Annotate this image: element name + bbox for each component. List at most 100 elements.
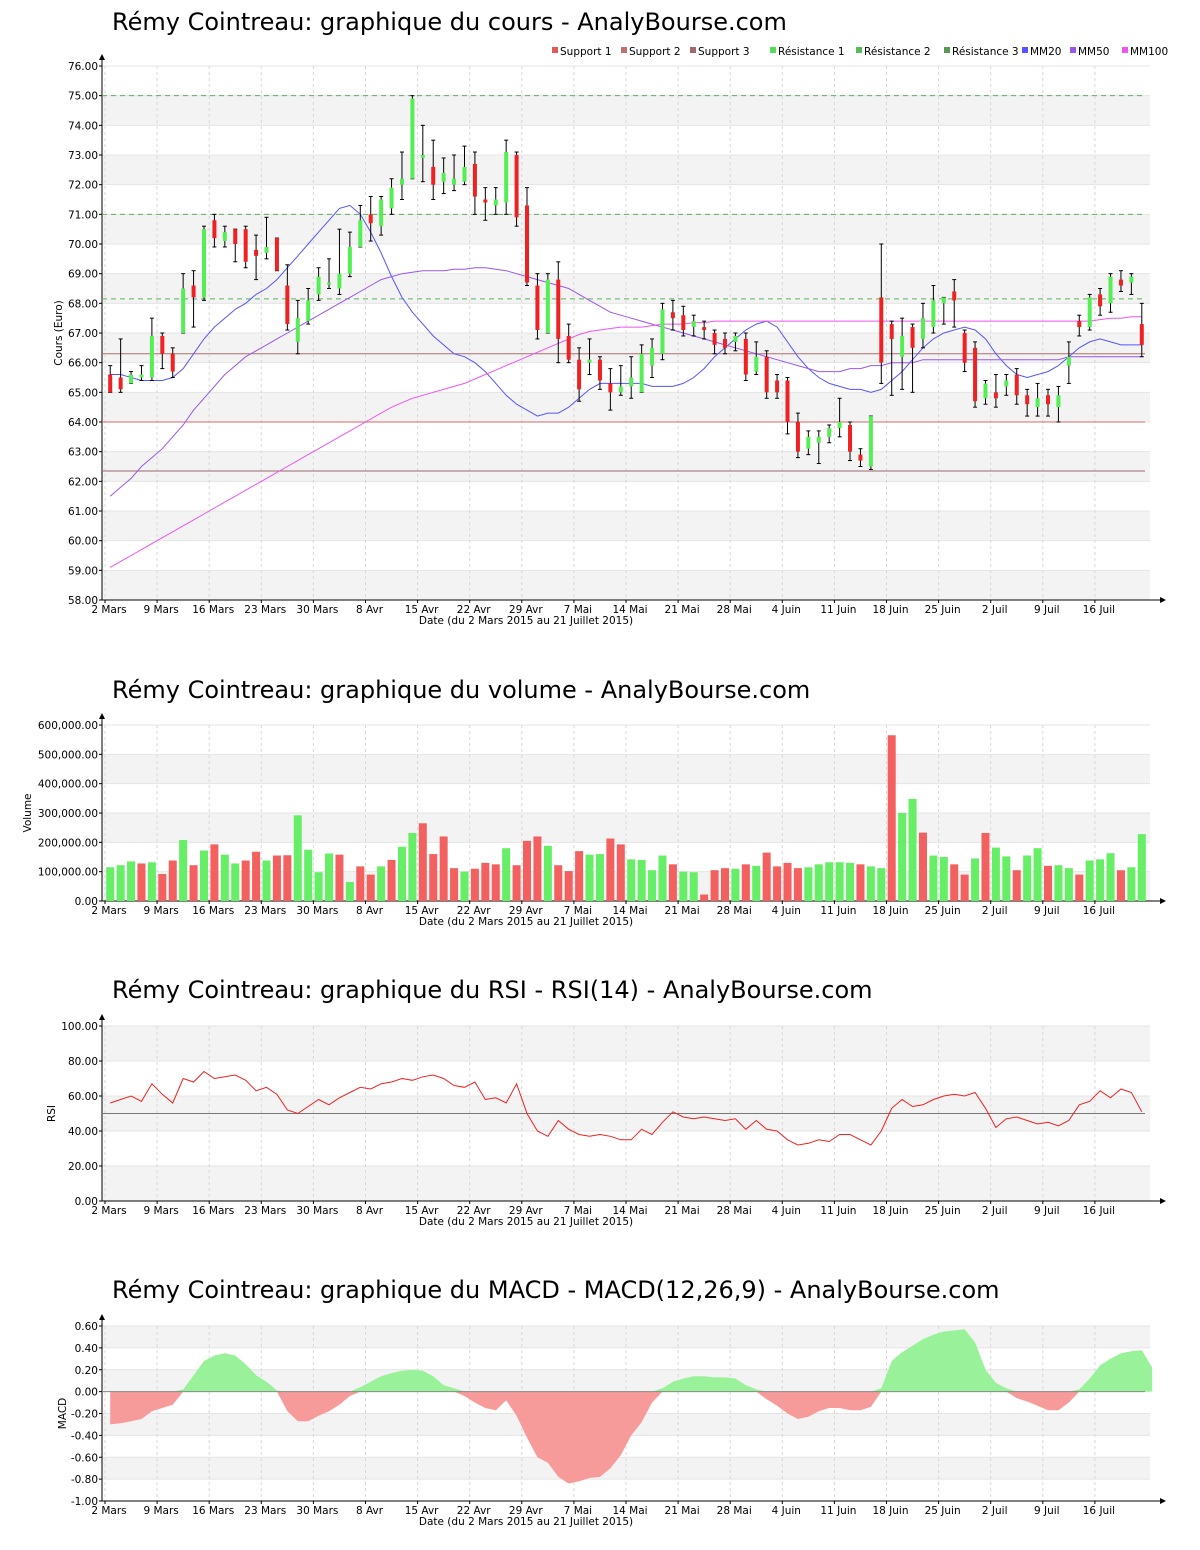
candle-body: [285, 285, 290, 325]
volume-bar: [231, 863, 240, 901]
candle: [316, 267, 321, 301]
candle: [691, 314, 696, 337]
y-axis-arrow: [99, 54, 105, 60]
volume-bar: [470, 868, 479, 901]
x-tick-label: 7 Mai: [564, 1505, 592, 1517]
volume-bar: [241, 860, 250, 901]
candle-body: [931, 300, 936, 328]
candle-body: [556, 279, 561, 339]
x-tick-label: 18 Juin: [872, 905, 908, 917]
y-tick-label: -0.60: [71, 1452, 98, 1464]
x-axis-arrow: [1160, 597, 1166, 603]
legend-swatch: [944, 47, 950, 53]
candle: [212, 213, 217, 248]
volume-bar: [648, 870, 657, 901]
y-tick-label: 74.00: [68, 120, 98, 132]
volume-bar: [158, 874, 167, 901]
candle-body: [691, 321, 696, 328]
candle: [931, 285, 936, 334]
x-tick-label: 22 Avr: [457, 1505, 491, 1517]
x-tick-label: 11 Juin: [820, 1205, 856, 1217]
x-tick-label: 14 Mai: [612, 1205, 647, 1217]
candle-body: [1025, 395, 1030, 405]
x-tick-label: 29 Avr: [509, 1205, 543, 1217]
x-tick-label: 9 Juil: [1034, 1505, 1060, 1517]
candle: [795, 412, 800, 459]
y-tick-label: 73.00: [68, 150, 98, 162]
candle-body: [347, 246, 352, 274]
candle-body: [1046, 395, 1051, 405]
candle-body: [170, 353, 175, 372]
candle: [1118, 270, 1123, 292]
volume-bar: [116, 865, 125, 901]
candle: [1087, 293, 1092, 331]
candle: [181, 273, 186, 334]
candle-body: [1129, 276, 1134, 283]
x-tick-label: 28 Mai: [717, 1505, 752, 1517]
candle: [254, 234, 259, 281]
legend-label: MM50: [1078, 46, 1109, 58]
candle-body: [108, 374, 113, 393]
x-axis-label: Date (du 2 Mars 2015 au 21 Juillet 2015): [419, 916, 633, 928]
macd-positive-area: [110, 1329, 1153, 1392]
candle: [660, 302, 665, 361]
candle: [389, 178, 394, 215]
candle-body: [962, 333, 967, 363]
y-axis-arrow: [99, 1014, 105, 1020]
y-axis-label: Cours (Euro): [53, 300, 65, 366]
candle: [514, 151, 519, 227]
x-tick-label: 11 Juin: [820, 905, 856, 917]
candle: [900, 317, 905, 390]
candle-body: [879, 297, 884, 363]
candle-body: [243, 229, 248, 262]
volume-bar: [377, 866, 386, 901]
candle-body: [274, 238, 279, 271]
candle: [264, 216, 269, 260]
candle-body: [743, 338, 748, 375]
candle-body: [1077, 321, 1082, 328]
legend-swatch: [1070, 47, 1076, 53]
x-tick-label: 16 Mars: [192, 604, 234, 616]
candle-body: [597, 359, 602, 381]
candle-body: [181, 288, 186, 333]
candle: [504, 139, 509, 215]
x-tick-label: 28 Mai: [717, 905, 752, 917]
volume-bar: [335, 854, 344, 901]
candle-body: [1004, 380, 1009, 387]
candle-body: [337, 273, 342, 289]
volume-bar: [960, 874, 969, 901]
volume-bar: [762, 852, 771, 901]
volume-bar: [1137, 834, 1146, 901]
candle-body: [233, 229, 238, 244]
candle-body: [660, 309, 665, 354]
volume-chart-title: Rémy Cointreau: graphique du volume - An…: [112, 676, 811, 704]
legend-label: MM20: [1030, 46, 1061, 58]
candle: [441, 157, 446, 195]
volume-bar: [429, 854, 438, 901]
candle: [368, 196, 373, 242]
rsi-chart-title: Rémy Cointreau: graphique du RSI - RSI(1…: [112, 976, 873, 1004]
volume-bar: [700, 894, 709, 901]
candle-body: [577, 359, 582, 390]
candle-body: [493, 199, 498, 206]
legend-label: Résistance 2: [864, 46, 931, 58]
candle-body: [368, 214, 373, 224]
volume-bar: [1085, 860, 1094, 901]
x-tick-label: 14 Mai: [612, 1505, 647, 1517]
x-tick-label: 16 Mars: [192, 1505, 234, 1517]
candle: [410, 95, 415, 180]
volume-bar: [481, 862, 490, 901]
x-tick-label: 11 Juin: [820, 1505, 856, 1517]
y-tick-label: 0.60: [75, 1321, 98, 1333]
x-tick-label: 4 Juin: [772, 1205, 801, 1217]
candle: [545, 273, 550, 334]
x-axis-arrow: [1160, 1498, 1166, 1504]
y-tick-label: 61.00: [68, 506, 98, 518]
candle: [722, 332, 727, 355]
candle-body: [462, 166, 467, 182]
candle-body: [306, 300, 311, 322]
x-tick-label: 7 Mai: [564, 1205, 592, 1217]
x-tick-label: 9 Juil: [1034, 604, 1060, 616]
y-axis-arrow: [99, 713, 105, 719]
candle: [785, 377, 790, 435]
